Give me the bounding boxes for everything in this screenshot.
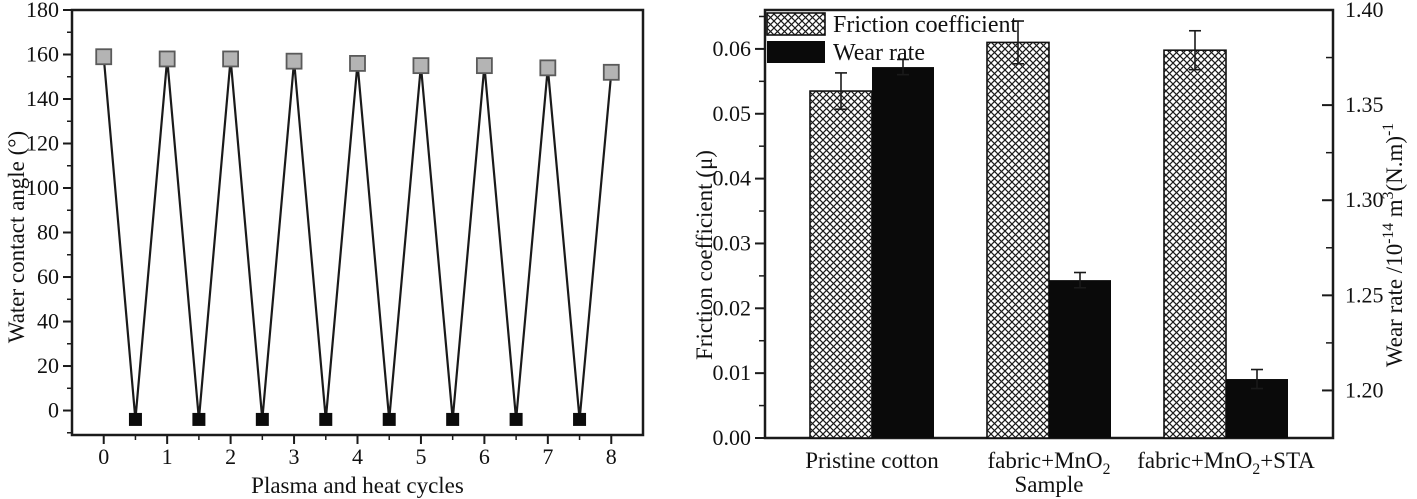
x-axis-tick-label: 8 bbox=[606, 444, 617, 469]
y-axis-tick-label: 180 bbox=[26, 0, 59, 22]
black-square-marker bbox=[509, 412, 523, 426]
gray-square-marker bbox=[412, 57, 430, 75]
black-square-marker bbox=[446, 412, 460, 426]
gray-square-marker bbox=[602, 63, 620, 81]
left-axis-tick-label: 0.04 bbox=[713, 166, 752, 191]
friction-coefficient-bar bbox=[986, 41, 1050, 439]
gray-square-marker bbox=[222, 50, 240, 68]
black-square-marker bbox=[128, 412, 142, 426]
left-axis-tick-label: 0.03 bbox=[713, 230, 752, 255]
gray-square-marker bbox=[349, 55, 366, 72]
right-axis-tick-label: 1.35 bbox=[1345, 92, 1384, 117]
gray-square-marker bbox=[539, 59, 557, 77]
x-axis-title: Sample bbox=[1015, 472, 1084, 497]
y-axis-tick-label: 120 bbox=[26, 131, 59, 156]
left-axis-tick-label: 0.02 bbox=[713, 295, 752, 320]
left-axis-tick-label: 0.05 bbox=[713, 101, 752, 126]
black-square-marker bbox=[382, 412, 396, 426]
y-axis-tick-label: 40 bbox=[37, 309, 59, 334]
y-axis-tick-label: 160 bbox=[26, 42, 59, 67]
right-axis-tick-label: 1.30 bbox=[1345, 187, 1384, 212]
left-axis-tick-label: 0.06 bbox=[713, 36, 752, 61]
y-axis-tick-label: 80 bbox=[37, 220, 59, 245]
category-label: fabric+MnO2+STA bbox=[1137, 448, 1315, 478]
gray-square-marker bbox=[158, 50, 176, 68]
category-label: Pristine cotton bbox=[805, 448, 939, 473]
y-axis-tick-label: 100 bbox=[26, 175, 59, 200]
y-axis-title: Water contact angle (°) bbox=[4, 131, 29, 343]
right-axis-tick-label: 1.20 bbox=[1345, 377, 1384, 402]
black-square-marker bbox=[573, 412, 587, 426]
friction-wear-bar-chart: 0.00 0.01 0.02 0.03 0.04 0.05 0.06 1.20 1.25 1.30… bbox=[690, 0, 1417, 499]
left-axis-title: Friction coefficient (μ) bbox=[692, 150, 717, 360]
x-axis-tick-label: 2 bbox=[225, 444, 236, 469]
x-axis-tick-label: 5 bbox=[415, 444, 426, 469]
water-contact-angle-chart: 0 1 2 3 4 5 6 7 8020406080100120140160180Plasma … bbox=[0, 0, 690, 499]
legend-label: Friction coefficient bbox=[833, 12, 1017, 38]
wear-rate-bar bbox=[1049, 280, 1111, 438]
black-square-marker bbox=[255, 412, 269, 426]
black-square-marker bbox=[319, 412, 333, 426]
black-square-marker bbox=[192, 412, 206, 426]
friction-coefficient-bar bbox=[1163, 49, 1227, 439]
x-axis-tick-label: 0 bbox=[98, 444, 109, 469]
x-axis-tick-label: 1 bbox=[162, 444, 173, 469]
gray-square-marker bbox=[475, 57, 493, 75]
legend-label: Wear rate bbox=[833, 40, 925, 66]
category-label: fabric+MnO2 bbox=[988, 448, 1111, 478]
friction-coefficient-bar bbox=[809, 90, 873, 439]
gray-square-marker bbox=[95, 48, 113, 66]
gray-square-marker bbox=[285, 52, 303, 70]
x-axis-tick-label: 7 bbox=[542, 444, 553, 469]
x-axis-tick-label: 3 bbox=[289, 444, 300, 469]
left-axis-tick-label: 0.00 bbox=[713, 425, 752, 450]
y-axis-tick-label: 0 bbox=[48, 398, 59, 423]
right-axis-tick-label: 1.25 bbox=[1345, 282, 1384, 307]
left-axis-tick-label: 0.01 bbox=[713, 360, 752, 385]
y-axis-tick-label: 140 bbox=[26, 86, 59, 111]
x-axis-title: Plasma and heat cycles bbox=[251, 473, 464, 498]
legend-swatch-crosshatch bbox=[766, 12, 826, 36]
y-axis-tick-label: 20 bbox=[37, 353, 59, 378]
plot-background bbox=[0, 0, 690, 499]
x-axis-tick-label: 4 bbox=[352, 444, 363, 469]
wear-rate-bar bbox=[872, 67, 934, 439]
legend-swatch-solid bbox=[767, 41, 825, 63]
right-axis-tick-label: 1.40 bbox=[1345, 0, 1384, 22]
right-axis-title: Wear rate /10-14 m3(N.m)-1 bbox=[1380, 123, 1407, 367]
y-axis-tick-label: 60 bbox=[37, 264, 59, 289]
x-axis-tick-label: 6 bbox=[479, 444, 490, 469]
